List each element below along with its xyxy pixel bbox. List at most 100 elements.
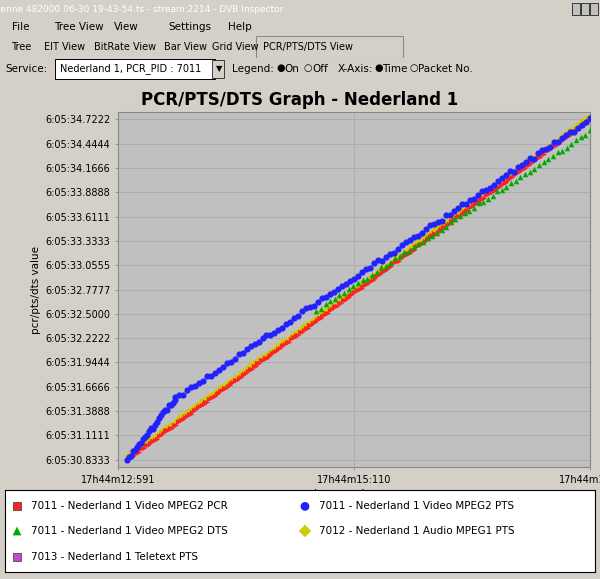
Point <box>569 123 579 133</box>
Point <box>382 253 391 262</box>
Point <box>483 189 493 199</box>
Point <box>433 223 442 232</box>
Point <box>311 313 321 323</box>
Point <box>344 292 353 301</box>
Point <box>576 121 586 130</box>
Point <box>125 449 135 458</box>
Point <box>136 443 145 452</box>
Point <box>270 344 280 353</box>
Point <box>158 428 167 438</box>
Point <box>490 181 499 190</box>
Point <box>503 175 513 185</box>
Point <box>301 324 311 333</box>
Point <box>154 431 164 441</box>
Point <box>572 120 582 130</box>
Point <box>529 153 538 163</box>
Bar <box>212 60 224 78</box>
Point <box>160 427 169 436</box>
Point <box>394 251 404 261</box>
Point <box>409 240 419 249</box>
Point <box>281 320 291 329</box>
Point <box>169 420 179 430</box>
Point <box>254 358 264 367</box>
Point <box>307 321 316 330</box>
Point <box>551 137 561 146</box>
Point <box>505 173 515 182</box>
Point <box>208 390 218 399</box>
Point <box>449 215 459 224</box>
Point <box>423 233 433 242</box>
Point <box>400 248 409 257</box>
Point <box>186 382 196 391</box>
Point <box>391 254 401 263</box>
Point <box>253 358 262 368</box>
Point <box>250 339 259 349</box>
Point <box>182 385 191 394</box>
Point <box>177 411 187 420</box>
Point <box>374 256 383 265</box>
Point <box>252 356 262 365</box>
Point <box>303 324 313 333</box>
Point <box>415 237 424 246</box>
Point <box>548 141 557 151</box>
Point <box>281 339 290 349</box>
Point <box>383 263 392 272</box>
Point <box>190 406 199 415</box>
Point <box>295 328 305 337</box>
Point <box>190 401 199 411</box>
Point <box>466 199 476 208</box>
Point <box>239 369 249 379</box>
Point <box>156 426 166 435</box>
Point <box>493 186 502 196</box>
Point <box>266 350 275 360</box>
Point <box>365 272 375 281</box>
Point <box>310 301 319 310</box>
Point <box>553 147 562 156</box>
Text: PCR/PTS/DTS Graph - Nederland 1: PCR/PTS/DTS Graph - Nederland 1 <box>142 91 458 109</box>
Point <box>195 401 205 411</box>
Point <box>565 127 575 137</box>
Point <box>455 211 465 221</box>
Point <box>483 194 493 203</box>
Point <box>230 354 239 363</box>
Point <box>444 219 454 229</box>
Point <box>403 248 413 257</box>
Point <box>293 330 303 339</box>
Point <box>154 430 163 439</box>
Point <box>139 434 148 444</box>
Point <box>557 134 567 143</box>
Point <box>176 416 186 425</box>
Point <box>310 317 320 327</box>
Point <box>565 130 574 140</box>
Point <box>400 250 409 259</box>
Point <box>425 221 435 230</box>
Point <box>275 344 284 353</box>
Point <box>308 318 318 327</box>
Point <box>414 240 424 250</box>
Text: BitRate View: BitRate View <box>94 42 156 52</box>
Point <box>230 376 240 385</box>
Point <box>578 120 587 130</box>
Point <box>451 212 461 222</box>
Point <box>525 153 535 163</box>
Text: Service:: Service: <box>5 64 47 74</box>
Point <box>533 152 543 162</box>
Point <box>130 450 140 459</box>
Point <box>440 222 450 232</box>
Point <box>131 445 140 454</box>
Point <box>535 152 545 162</box>
Point <box>488 186 498 196</box>
Point <box>469 203 479 212</box>
Point <box>580 119 589 128</box>
Point <box>274 325 283 335</box>
Point <box>143 435 153 445</box>
Point <box>413 232 423 241</box>
Point <box>203 397 212 406</box>
Point <box>206 371 215 380</box>
Point <box>168 398 178 408</box>
Point <box>386 259 395 268</box>
Point <box>244 361 254 371</box>
Point <box>127 451 136 460</box>
Point <box>186 409 196 419</box>
Point <box>448 217 457 226</box>
